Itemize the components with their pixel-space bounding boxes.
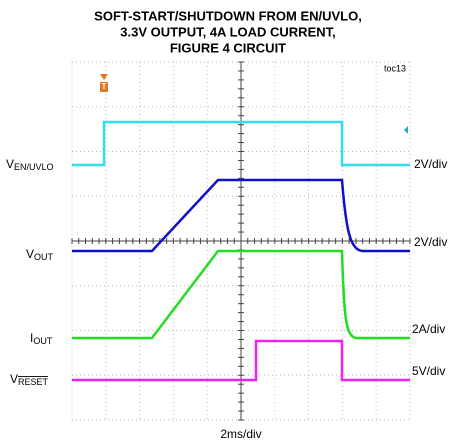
reset-trace [72,339,410,382]
en-uvlo-trace [72,120,410,167]
vout-trace [72,178,410,253]
level-marker [404,126,408,134]
channel-scale: 5V/div [412,364,445,378]
title-line: SOFT-START/SHUTDOWN FROM EN/UVLO, [94,8,362,23]
scope-grid [71,61,411,421]
title-line: FIGURE 4 CIRCUIT [170,40,286,55]
channel-scale: 2A/div [412,322,445,336]
iout-trace [72,249,410,340]
channel-scale: 2V/div [414,157,447,171]
svg-text:T: T [102,82,107,91]
channel-label: VEN/UVLO [6,157,54,172]
trigger-marker: T [100,74,108,92]
channel-label: VRESET [10,372,49,387]
channel-label: IOUT [30,331,53,346]
channel-scale: 2V/div [414,235,447,249]
title-line: 3.3V OUTPUT, 4A LOAD CURRENT, [120,24,336,39]
channel-label: VOUT [26,247,54,262]
time-scale: 2ms/div [220,427,261,441]
figure-id: toc13 [384,63,406,73]
